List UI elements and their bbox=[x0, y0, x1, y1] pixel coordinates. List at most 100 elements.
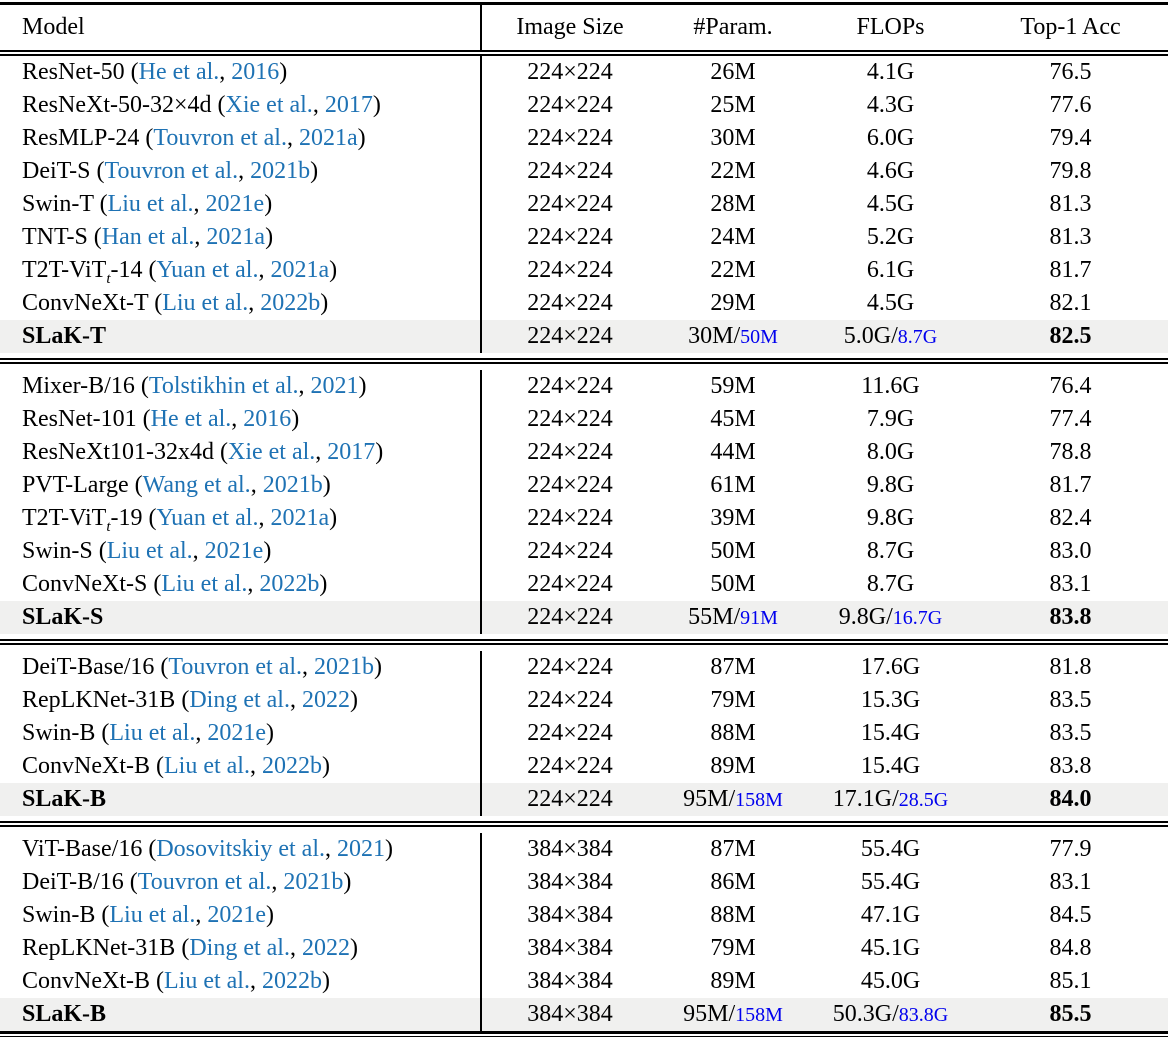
citation-close-paren: ) bbox=[358, 373, 367, 399]
citation-close-paren: ) bbox=[343, 869, 352, 895]
flops-cell: 4.1G bbox=[808, 56, 973, 89]
citation-comma: , bbox=[249, 753, 262, 779]
citation-open-paren: ( bbox=[142, 257, 157, 283]
citation-year-link[interactable]: 2021b bbox=[262, 472, 323, 498]
citation-open-paren: ( bbox=[124, 59, 139, 85]
citation-link[interactable]: Tolstikhin et al. bbox=[148, 373, 299, 399]
citation-year-link[interactable]: 2021e bbox=[207, 902, 266, 928]
flops-cell: 9.8G bbox=[808, 502, 973, 535]
citation-open-paren: ( bbox=[87, 224, 102, 250]
citation-link[interactable]: Dosovitskiy et al. bbox=[156, 836, 325, 862]
flops-value: 8.7G bbox=[866, 571, 915, 597]
model-cell: T2T-ViTt-14 (Yuan et al., 2021a) bbox=[0, 254, 482, 287]
table-row: ResNet-101 (He et al., 2016) 224×224 45M 7.… bbox=[0, 403, 1168, 436]
flops-value: 50.3G bbox=[832, 1001, 893, 1027]
params-value: 87M bbox=[710, 654, 756, 680]
citation-year-link[interactable]: 2021a bbox=[298, 125, 358, 151]
citation-year-link[interactable]: 2016 bbox=[243, 406, 292, 432]
flops-value: 5.2G bbox=[866, 224, 915, 250]
citation-link[interactable]: Yuan et al. bbox=[156, 257, 259, 283]
citation-year-link[interactable]: 2022 bbox=[301, 935, 350, 961]
citation-link[interactable]: Han et al. bbox=[101, 224, 195, 250]
citation-link[interactable]: He et al. bbox=[138, 59, 220, 85]
params-value: 55M bbox=[688, 604, 734, 630]
citation-year-link[interactable]: 2022b bbox=[260, 290, 321, 316]
citation-link[interactable]: Liu et al. bbox=[109, 902, 196, 928]
table-bottom-rule bbox=[0, 1031, 1168, 1037]
image-size-cell: 224×224 bbox=[527, 406, 613, 432]
model-name: ResNeXt101-32x4d bbox=[22, 439, 214, 465]
citation-year-link[interactable]: 2022b bbox=[259, 571, 320, 597]
table-row: Swin-S (Liu et al., 2021e) 224×224 50M 8.7G… bbox=[0, 535, 1168, 568]
citation-link[interactable]: Wang et al. bbox=[142, 472, 251, 498]
citation-year-link[interactable]: 2021 bbox=[336, 836, 385, 862]
table-row: Mixer-B/16 (Tolstikhin et al., 2021) 224×… bbox=[0, 370, 1168, 403]
citation-link[interactable]: He et al. bbox=[150, 406, 232, 432]
image-size-cell: 224×224 bbox=[527, 654, 613, 680]
flops-cell: 6.1G bbox=[808, 254, 973, 287]
citation-link[interactable]: Touvron et al. bbox=[137, 869, 272, 895]
table-row: ResNeXt101-32x4d (Xie et al., 2017) 224×2… bbox=[0, 436, 1168, 469]
model-cell: DeiT-B/16 (Touvron et al., 2021b) bbox=[0, 866, 482, 899]
citation-year-link[interactable]: 2021e bbox=[204, 538, 264, 564]
flops-sparse-value: 8.7G bbox=[897, 326, 938, 348]
model-name: RepLKNet-31B bbox=[22, 935, 176, 961]
citation-close-paren: ) bbox=[321, 753, 330, 779]
citation-comma: , bbox=[193, 191, 206, 217]
citation-year-link[interactable]: 2021 bbox=[310, 373, 359, 399]
citation-link[interactable]: Yuan et al. bbox=[156, 505, 259, 531]
citation-link[interactable]: Touvron et al. bbox=[153, 125, 287, 151]
model-name: ResNeXt-50-32×4d bbox=[22, 92, 212, 118]
citation-link[interactable]: Ding et al. bbox=[189, 935, 290, 961]
citation-open-paren: ( bbox=[150, 968, 164, 994]
citation-year-link[interactable]: 2021a bbox=[270, 257, 330, 283]
citation-year-link[interactable]: 2022b bbox=[261, 968, 322, 994]
flops-cell: 9.8G/16.7G bbox=[808, 601, 973, 634]
flops-value: 9.8G bbox=[838, 604, 887, 630]
citation-link[interactable]: Liu et al. bbox=[109, 720, 196, 746]
top1-acc-cell: 79.8 bbox=[1049, 158, 1092, 184]
citation-year-link[interactable]: 2016 bbox=[231, 59, 280, 85]
citation-year-link[interactable]: 2022 bbox=[301, 687, 350, 713]
params-value: 26M bbox=[710, 59, 756, 85]
citation-link[interactable]: Liu et al. bbox=[164, 753, 250, 779]
citation-year-link[interactable]: 2021e bbox=[205, 191, 265, 217]
image-size-cell: 224×224 bbox=[527, 687, 613, 713]
flops-value: 17.6G bbox=[860, 654, 921, 680]
table-row-slak: SLaK-S 224×224 55M/91M 9.8G/16.7G 83.8 bbox=[0, 601, 1168, 634]
flops-cell: 50.3G/83.8G bbox=[808, 998, 973, 1031]
citation-year-link[interactable]: 2017 bbox=[324, 92, 373, 118]
citation-year-link[interactable]: 2021a bbox=[206, 224, 266, 250]
citation-link[interactable]: Touvron et al. bbox=[104, 158, 239, 184]
image-size-cell: 384×384 bbox=[527, 836, 613, 862]
citation-close-paren: ) bbox=[264, 191, 273, 217]
image-size-cell: 224×224 bbox=[527, 224, 613, 250]
flops-cell: 45.1G bbox=[808, 932, 973, 965]
citation-link[interactable]: Xie et al. bbox=[227, 439, 316, 465]
top1-acc-cell: 77.6 bbox=[1049, 92, 1092, 118]
top1-acc-cell: 81.3 bbox=[1049, 224, 1092, 250]
citation-link[interactable]: Xie et al. bbox=[225, 92, 313, 118]
citation-link[interactable]: Liu et al. bbox=[162, 290, 249, 316]
citation-year-link[interactable]: 2021b bbox=[314, 654, 375, 680]
citation-close-paren: ) bbox=[349, 687, 358, 713]
citation-year-link[interactable]: 2021b bbox=[283, 869, 344, 895]
citation-year-link[interactable]: 2021b bbox=[250, 158, 311, 184]
image-size-cell: 224×224 bbox=[527, 191, 613, 217]
table-row: DeiT-S (Touvron et al., 2021b) 224×224 22M… bbox=[0, 155, 1168, 188]
citation-link[interactable]: Ding et al. bbox=[189, 687, 290, 713]
table-row: ResMLP-24 (Touvron et al., 2021a) 224×224… bbox=[0, 122, 1168, 155]
citation-year-link[interactable]: 2022b bbox=[261, 753, 322, 779]
flops-cell: 4.6G bbox=[808, 155, 973, 188]
model-cell: RepLKNet-31B (Ding et al., 2022) bbox=[0, 932, 482, 965]
citation-year-link[interactable]: 2021e bbox=[207, 720, 266, 746]
citation-link[interactable]: Liu et al. bbox=[161, 571, 248, 597]
citation-link[interactable]: Liu et al. bbox=[107, 191, 194, 217]
citation-year-link[interactable]: 2017 bbox=[327, 439, 376, 465]
citation-link[interactable]: Touvron et al. bbox=[168, 654, 303, 680]
citation-year-link[interactable]: 2021a bbox=[270, 505, 330, 531]
params-value: 79M bbox=[710, 935, 756, 961]
citation-link[interactable]: Liu et al. bbox=[106, 538, 193, 564]
citation-open-paren: ( bbox=[128, 472, 143, 498]
citation-link[interactable]: Liu et al. bbox=[164, 968, 250, 994]
